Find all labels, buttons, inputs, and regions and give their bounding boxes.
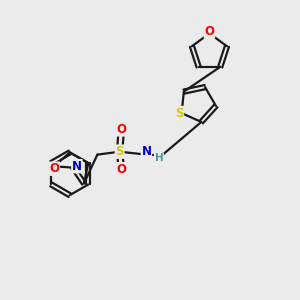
Text: O: O: [116, 163, 126, 176]
Text: N: N: [72, 160, 82, 173]
Text: N: N: [141, 145, 152, 158]
Text: O: O: [116, 123, 126, 136]
Text: H: H: [154, 153, 163, 163]
Text: O: O: [49, 162, 59, 175]
Text: O: O: [204, 25, 214, 38]
Text: S: S: [116, 145, 124, 158]
Text: S: S: [175, 106, 184, 120]
